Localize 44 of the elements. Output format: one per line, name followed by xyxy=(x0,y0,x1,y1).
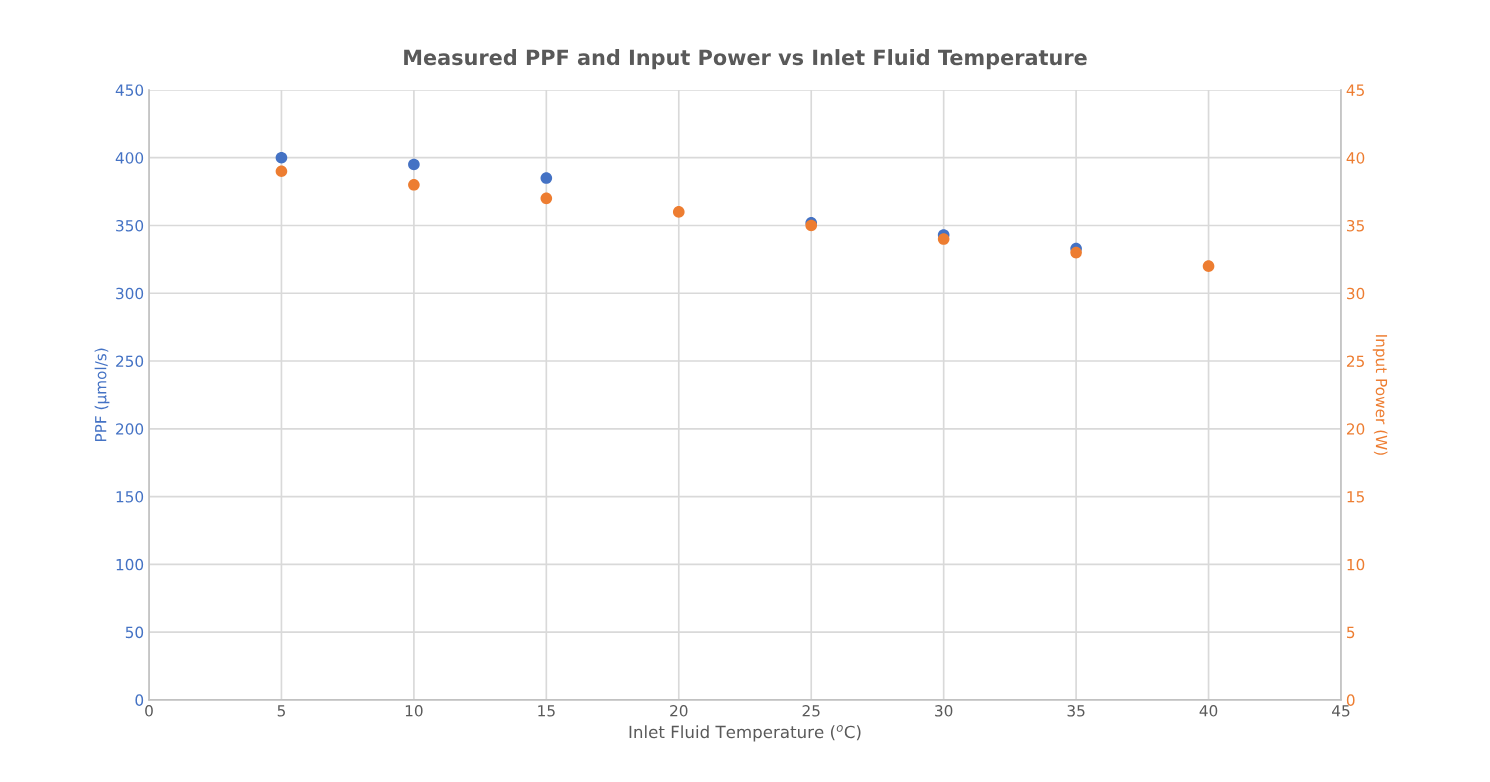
y2-tick-label: 35 xyxy=(1347,219,1364,232)
y2-tick-label: 5 xyxy=(1347,626,1355,639)
y2-tick-label: 10 xyxy=(1347,558,1365,571)
point xyxy=(540,172,553,184)
y2-axis-title: Input Power (W) xyxy=(1372,335,1388,455)
y-tick-label: 250 xyxy=(116,355,144,368)
y2-tick-label: 15 xyxy=(1347,491,1364,503)
x-axis-title: Inlet Fluid Temperature ($^{o}$C) xyxy=(629,725,861,742)
point xyxy=(408,179,420,191)
x-tick-label: 45 xyxy=(1332,705,1350,717)
y2-tick-label: 30 xyxy=(1347,287,1365,300)
y2-tick-label: 40 xyxy=(1346,152,1365,164)
x-tick-label: 25 xyxy=(802,705,820,717)
chart-title: Measured PPF and Input Power vs Inlet Fluid Temperature xyxy=(404,49,1087,70)
x-tick-label: 30 xyxy=(935,705,953,717)
y-tick-label: 450 xyxy=(115,84,144,96)
x-tick-label: 40 xyxy=(1199,705,1218,717)
point xyxy=(937,233,950,245)
y-tick-label: 150 xyxy=(116,491,144,503)
x-tick-label: 15 xyxy=(538,705,555,717)
y-tick-label: 400 xyxy=(115,152,144,164)
point xyxy=(1070,246,1082,259)
point xyxy=(408,158,420,171)
y2-tick-label: 25 xyxy=(1346,355,1364,368)
y-tick-label: 50 xyxy=(125,626,144,639)
point xyxy=(275,165,288,178)
x-tick-label: 20 xyxy=(670,705,688,717)
y2-tick-label: 20 xyxy=(1346,423,1365,435)
y-tick-label: 300 xyxy=(116,287,144,300)
y-tick-label: 0 xyxy=(135,694,144,706)
y-tick-label: 200 xyxy=(116,423,144,435)
x-tick-label: 35 xyxy=(1067,705,1085,717)
x-tick-label: 0 xyxy=(145,705,153,717)
x-tick-label: 5 xyxy=(277,705,285,717)
point xyxy=(1202,260,1215,272)
y2-tick-label: 45 xyxy=(1346,84,1364,96)
y-tick-label: 100 xyxy=(116,558,144,571)
point xyxy=(275,151,288,164)
x-tick-label: 10 xyxy=(405,705,423,717)
point xyxy=(672,206,685,218)
y-axis-title: PPF (µmol/s) xyxy=(94,348,110,442)
point xyxy=(540,192,553,205)
y2-tick-label: 0 xyxy=(1346,694,1355,706)
y-tick-label: 350 xyxy=(116,219,144,232)
